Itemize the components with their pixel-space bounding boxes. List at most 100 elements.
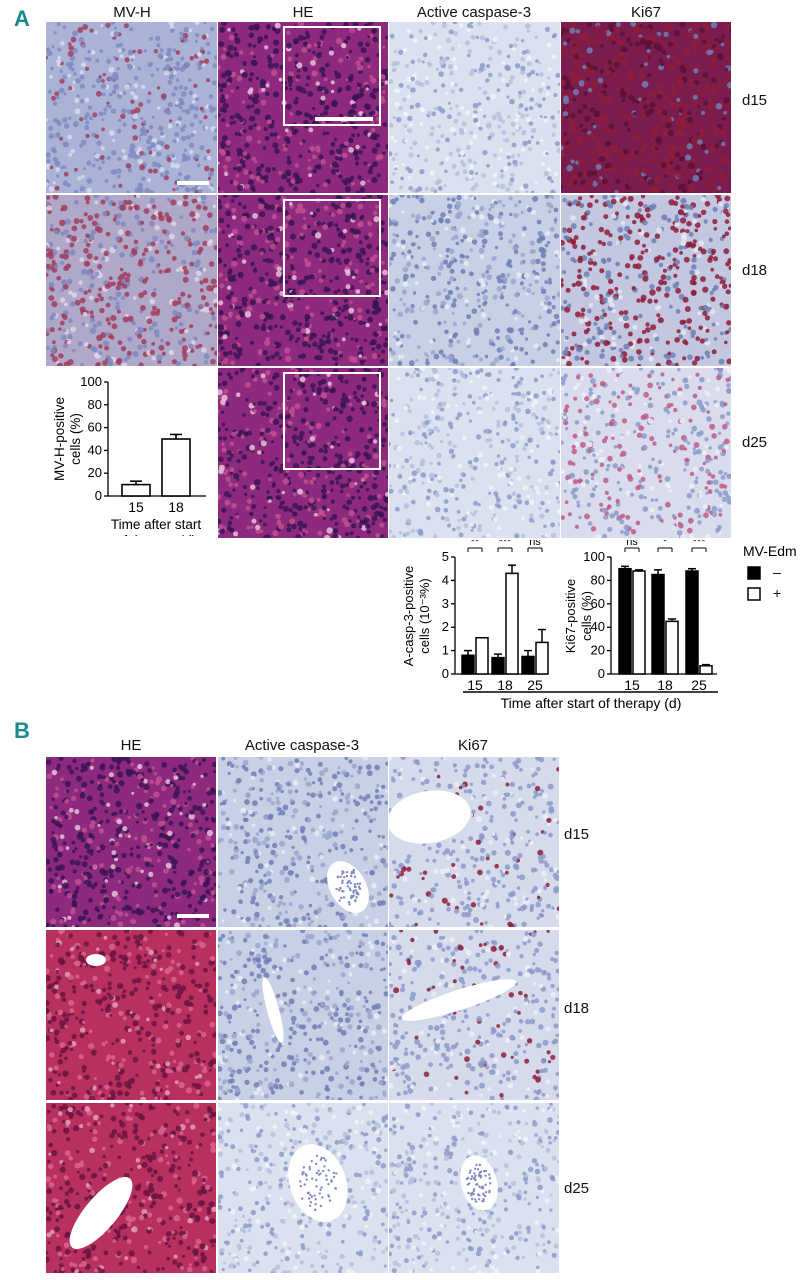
- b-row-label-d18: d18: [564, 1000, 590, 1017]
- c2-bar: [461, 654, 475, 675]
- c1-x-tick-label: 18: [168, 499, 184, 515]
- c3-bar: [685, 570, 699, 675]
- c3-y-tick-label: 100: [583, 549, 605, 564]
- c3-ylabel-line1: Ki67-positive: [563, 579, 578, 653]
- tile-b-ki67-d15: [389, 757, 559, 927]
- c1-x-tick-label: 15: [128, 499, 144, 515]
- tile-b-he-d15: [46, 757, 216, 927]
- tile-b-caspase-d25: [218, 1103, 388, 1273]
- c3-bar: [651, 573, 665, 675]
- b-col-head-ki67: Ki67: [457, 737, 489, 754]
- shared-xlabel: Time after start of therapy (d): [501, 695, 682, 711]
- legend-label-plus: +: [773, 585, 781, 601]
- c2-significance: **: [471, 540, 480, 548]
- col-head-caspase: Active caspase-3: [416, 4, 532, 21]
- he-inset-d18: [283, 199, 381, 297]
- legend: MV-Edm – +: [743, 543, 797, 601]
- he-inset-d15: [283, 26, 381, 126]
- col-head-ki67: Ki67: [630, 4, 662, 21]
- c3-bar: [632, 570, 646, 675]
- legend-label-minus: –: [773, 564, 781, 580]
- legend-title: MV-Edm: [743, 543, 797, 559]
- tile-a-ki67-d18: [561, 195, 731, 366]
- row-label-d15: d15: [742, 92, 768, 109]
- tile-a-mvh-d18: [46, 195, 217, 366]
- tile-b-caspase-d18: [218, 930, 388, 1100]
- c1-bar: [121, 483, 151, 497]
- c3-significance: ***: [693, 540, 707, 548]
- c3-bar: [618, 567, 632, 675]
- panel-a-letter: A: [14, 6, 30, 31]
- tile-a-caspase-d18: [389, 195, 560, 366]
- c1-xlabel-line1: Time after start: [111, 517, 202, 532]
- tile-b-ki67-d18: [389, 930, 559, 1100]
- c2-y-tick-label: 1: [442, 643, 449, 658]
- c2-significance: ns: [529, 540, 541, 548]
- c1-y-tick-label: 80: [88, 397, 102, 412]
- c1-y-tick-label: 40: [88, 442, 102, 457]
- c1-y-tick-label: 100: [80, 374, 102, 389]
- c1-y-tick-label: 0: [95, 488, 102, 503]
- c3-x-tick-label: 18: [657, 677, 673, 693]
- legend-swatch-minus: [747, 566, 761, 580]
- c2-y-tick-label: 3: [442, 596, 449, 611]
- legend-swatch-plus: [747, 587, 761, 601]
- c3-significance: *: [663, 540, 668, 548]
- panel-b-letter: B: [14, 718, 30, 743]
- scale-bar-inset: [315, 117, 373, 121]
- tile-b-caspase-d15: [218, 757, 388, 927]
- b-row-label-d15: d15: [564, 826, 590, 843]
- he-inset-d25: [283, 372, 381, 470]
- tile-a-caspase-d15: [389, 22, 560, 193]
- c2-x-tick-label: 18: [497, 677, 513, 693]
- c2-y-tick-label: 4: [442, 572, 449, 587]
- c2-bar: [475, 636, 489, 675]
- c2-bar: [521, 655, 535, 675]
- c2-y-tick-label: 5: [442, 549, 449, 564]
- scale-bar-b: [177, 914, 209, 918]
- c2-bar: [491, 656, 505, 675]
- c3-ylabel-line2: cells (%): [579, 591, 594, 641]
- c2-y-tick-label: 2: [442, 619, 449, 634]
- c2-y-tick-label: 0: [442, 666, 449, 681]
- c3-significance: ns: [626, 540, 638, 548]
- tile-b-he-d25: [46, 1103, 216, 1273]
- b-col-head-caspase: Active caspase-3: [244, 737, 360, 754]
- c2-x-tick-label: 15: [467, 677, 483, 693]
- c3-bar: [665, 620, 679, 675]
- scale-bar-a: [177, 181, 209, 185]
- row-label-d18: d18: [742, 262, 768, 279]
- row-label-d25: d25: [742, 434, 768, 451]
- c3-y-tick-label: 40: [591, 619, 605, 634]
- c3-bar: [699, 665, 713, 675]
- c1-y-tick-label: 20: [88, 465, 102, 480]
- tile-a-he-d18: [218, 195, 388, 366]
- c2-significance: ***: [499, 540, 513, 548]
- c3-x-tick-label: 25: [691, 677, 707, 693]
- tile-a-ki67-d25: [561, 368, 731, 538]
- c2-ylabel-line1: A-casp-3-positive: [401, 566, 416, 666]
- c2-x-tick-label: 25: [527, 677, 543, 693]
- tile-b-he-d18: [46, 930, 216, 1100]
- c3-y-tick-label: 0: [598, 666, 605, 681]
- col-head-he: HE: [292, 4, 314, 21]
- b-col-head-he: HE: [120, 737, 142, 754]
- tile-a-ki67-d15: [561, 22, 731, 193]
- tile-a-mvh-d15: [46, 22, 217, 193]
- tile-a-he-d15: [218, 22, 388, 193]
- col-head-mvh: MV-H: [113, 4, 151, 21]
- c3-x-tick-label: 15: [624, 677, 640, 693]
- c1-xlabel-line2: of therapy (d): [116, 533, 196, 536]
- c3-y-tick-label: 60: [591, 596, 605, 611]
- c3-y-tick-label: 80: [591, 572, 605, 587]
- c2-ylabel-line2: cells (10⁻³%): [417, 578, 432, 654]
- tile-b-ki67-d25: [389, 1103, 559, 1273]
- b-row-label-d25: d25: [564, 1180, 590, 1197]
- c2-bar: [535, 641, 549, 675]
- c2-bar: [505, 572, 519, 675]
- c3-y-tick-label: 20: [591, 643, 605, 658]
- c1-bar: [161, 438, 191, 497]
- c1-y-tick-label: 60: [88, 420, 102, 435]
